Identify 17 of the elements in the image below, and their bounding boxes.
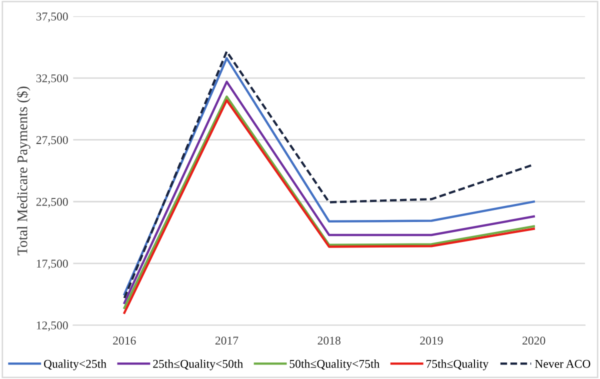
y-tick-label: 22,500 bbox=[36, 198, 68, 208]
y-axis-title: Total Medicare Payments ($) bbox=[16, 86, 30, 256]
x-tick-label: 2019 bbox=[420, 336, 443, 345]
y-tick-label: 37,500 bbox=[36, 12, 68, 22]
y-tick-label: 27,500 bbox=[36, 136, 68, 146]
x-tick-label: 2020 bbox=[522, 336, 546, 345]
y-tick-label: 32,500 bbox=[36, 74, 68, 84]
x-tick-label: 2018 bbox=[318, 336, 340, 345]
y-tick-label: 12,500 bbox=[36, 321, 68, 332]
legend-label: Never ACO bbox=[535, 360, 590, 368]
legend-label: Quality<25th bbox=[44, 360, 106, 370]
x-tick-label: 2017 bbox=[215, 336, 238, 345]
x-tick-label: 2016 bbox=[113, 336, 136, 345]
legend-label: 50th≤Quality<75th bbox=[290, 360, 380, 370]
legend-label: 75th≤Quality bbox=[426, 360, 489, 370]
y-tick-label: 17,500 bbox=[36, 260, 68, 270]
legend-label: 25th≤Quality<50th bbox=[153, 360, 243, 370]
